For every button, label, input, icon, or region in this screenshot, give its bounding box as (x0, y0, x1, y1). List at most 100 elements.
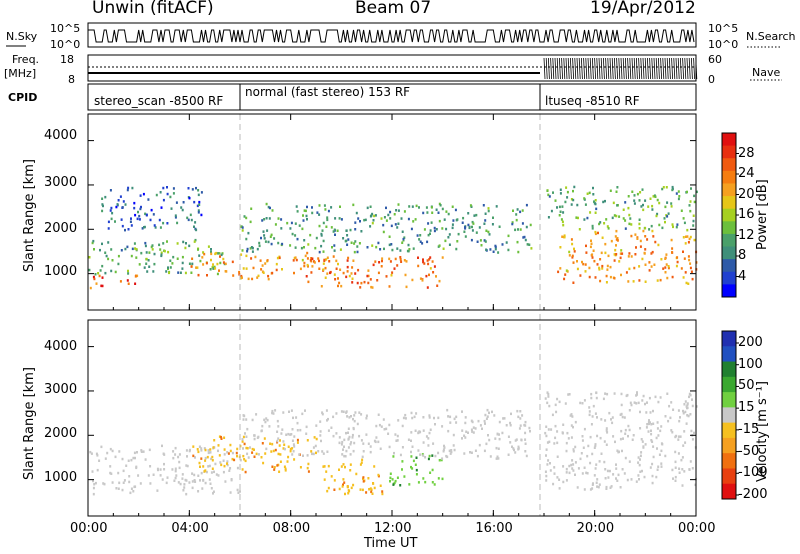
vel-data-cell (201, 487, 204, 490)
vel-data-cell (342, 463, 345, 466)
nave-spike (627, 57, 629, 80)
power-data-cell (296, 237, 299, 241)
power-data-cell (494, 247, 497, 251)
vel-data-cell (641, 399, 644, 402)
power-data-cell (675, 225, 678, 229)
vel-data-cell (245, 446, 248, 450)
power-data-cell (320, 244, 323, 248)
power-data-cell (104, 195, 107, 199)
vel-data-cell (312, 452, 315, 456)
power-data-cell (511, 221, 514, 224)
power-data-cell (261, 219, 264, 222)
power-data-cell (99, 269, 102, 272)
vel-data-cell (410, 450, 412, 454)
power-data-cell (102, 204, 104, 208)
power-data-cell (220, 253, 223, 257)
nave-spike (686, 57, 689, 80)
vel-data-cell (341, 440, 344, 444)
power-data-cell (140, 251, 143, 255)
vel-data-cell (415, 456, 418, 459)
vel-data-cell (639, 410, 641, 414)
power-data-cell (672, 225, 674, 229)
vel-data-cell (614, 440, 616, 444)
power-data-cell (160, 254, 163, 258)
power-data-cell (456, 218, 459, 221)
power-data-cell (570, 203, 573, 206)
velocity-scatter (89, 391, 698, 496)
vel-data-cell (102, 482, 105, 485)
power-data-cell (143, 266, 146, 269)
vel-data-cell (253, 434, 256, 437)
power-data-cell (670, 238, 673, 242)
vel-data-cell (437, 451, 440, 455)
power-data-cell (198, 254, 201, 257)
vel-data-cell (345, 431, 347, 435)
vel-data-cell (327, 464, 330, 468)
power-data-cell (254, 255, 257, 259)
power-data-cell (303, 261, 306, 265)
power-data-cell (594, 211, 597, 214)
vel-data-cell (654, 395, 657, 399)
power-data-cell (676, 256, 679, 259)
power-data-cell (426, 211, 429, 214)
vel-data-cell (496, 432, 499, 436)
power-data-cell (339, 268, 342, 271)
vel-data-cell (682, 412, 685, 415)
vel-data-cell (570, 436, 573, 439)
power-data-cell (471, 229, 474, 232)
vel-data-cell (191, 472, 194, 475)
vel-data-cell (314, 444, 317, 448)
power-data-cell (271, 209, 274, 212)
vel-data-cell (251, 447, 254, 451)
velocity-colorbar-tick-label: -100 (738, 465, 768, 481)
power-scatter (88, 185, 698, 290)
vel-data-cell (346, 485, 349, 489)
power-data-cell (670, 202, 673, 205)
power-data-cell (306, 257, 309, 260)
power-data-cell (691, 277, 694, 281)
power-data-cell (135, 256, 138, 259)
power-data-cell (136, 274, 139, 278)
vel-data-cell (651, 440, 654, 443)
power-colorbar-swatch (722, 145, 736, 159)
power-data-cell (650, 224, 653, 228)
power-data-cell (568, 254, 571, 257)
vel-data-cell (271, 411, 274, 415)
vel-data-cell (455, 415, 458, 419)
vel-data-cell (401, 424, 404, 428)
vel-data-cell (570, 413, 573, 416)
power-data-cell (436, 284, 439, 287)
vel-data-cell (212, 492, 214, 495)
power-data-cell (429, 256, 432, 259)
power-data-cell (615, 190, 618, 193)
power-data-cell (634, 233, 637, 236)
vel-data-cell (554, 403, 557, 407)
vel-data-cell (165, 481, 168, 485)
vel-data-cell (125, 464, 128, 467)
vel-data-cell (612, 435, 615, 438)
power-data-cell (375, 245, 378, 249)
power-data-cell (281, 242, 284, 246)
power-data-cell (611, 216, 614, 220)
power-data-cell (197, 189, 200, 192)
vel-data-cell (181, 473, 184, 476)
power-data-cell (302, 214, 304, 217)
vel-data-cell (229, 467, 232, 470)
power-data-cell (456, 240, 459, 243)
power-data-cell (127, 272, 130, 275)
power-data-cell (324, 276, 327, 279)
vel-data-cell (669, 416, 672, 420)
vel-data-cell (347, 446, 350, 449)
vel-data-cell (122, 469, 125, 473)
power-data-cell (628, 222, 631, 226)
power-data-cell (325, 225, 328, 228)
power-data-cell (265, 202, 268, 206)
power-data-cell (692, 224, 695, 227)
power-data-cell (154, 226, 157, 229)
vel-data-cell (644, 443, 647, 446)
vel-data-cell (194, 456, 196, 459)
vel-data-cell (588, 413, 591, 417)
power-data-cell (191, 257, 194, 260)
power-data-cell (559, 188, 562, 191)
vel-data-cell (388, 445, 391, 449)
